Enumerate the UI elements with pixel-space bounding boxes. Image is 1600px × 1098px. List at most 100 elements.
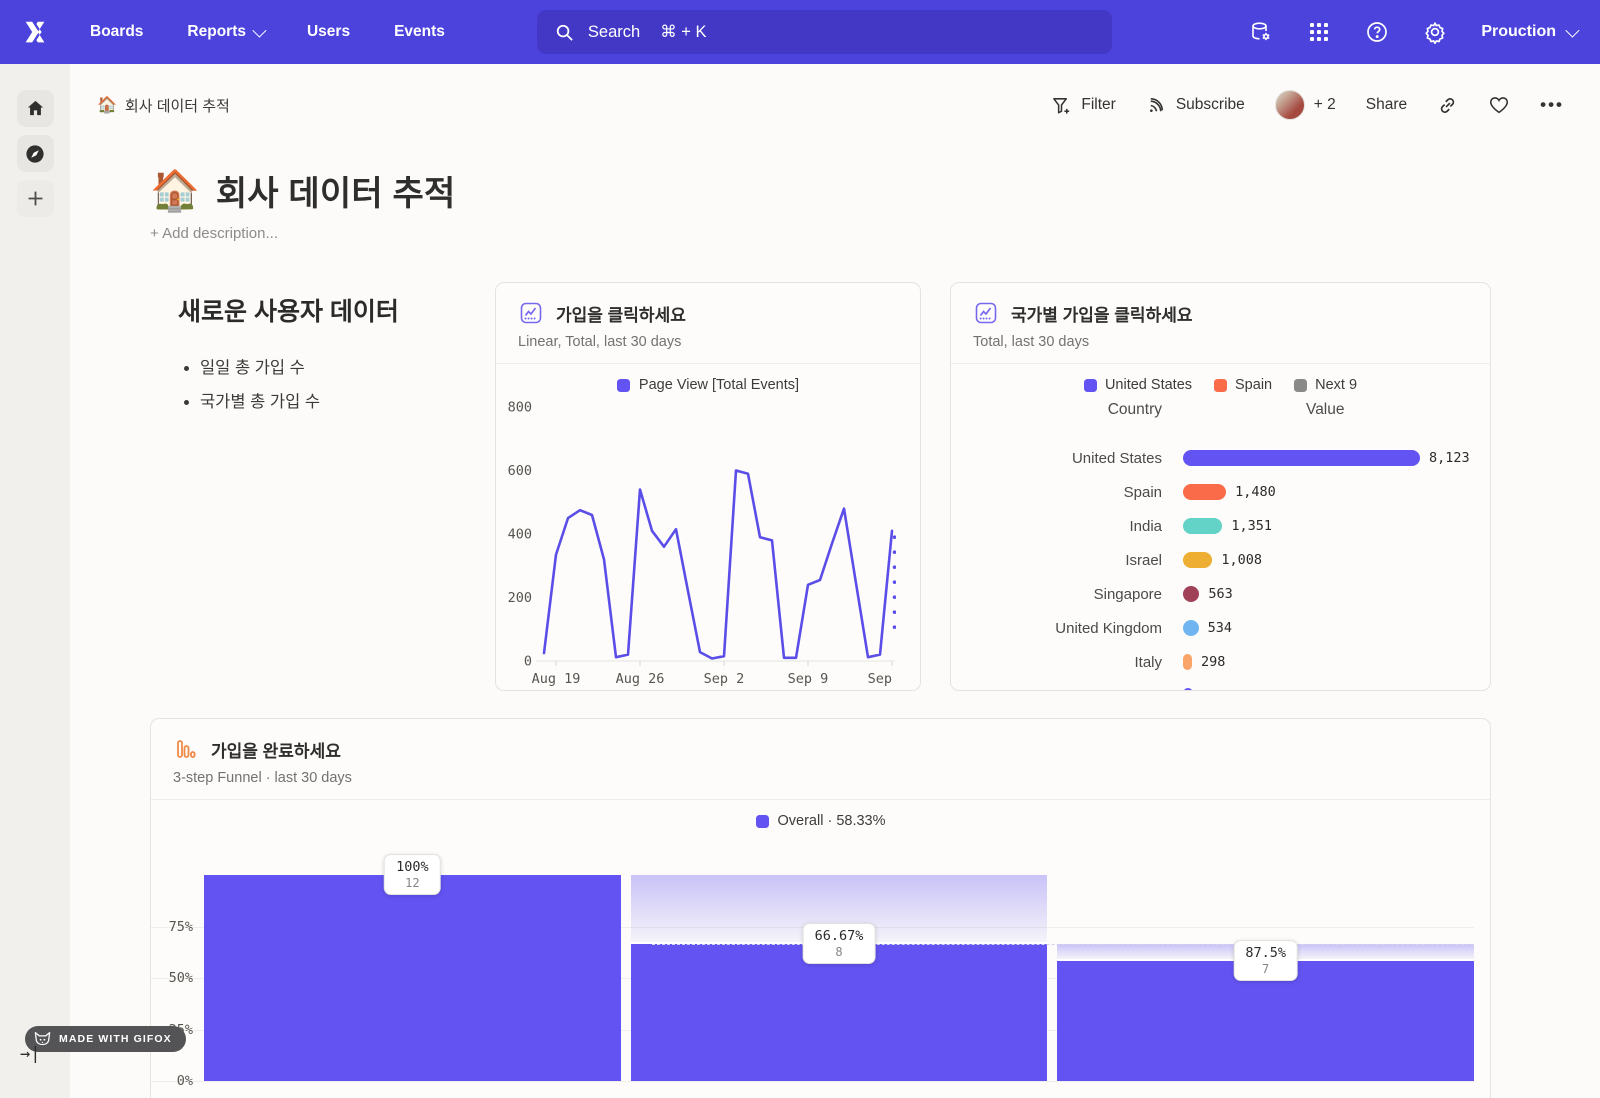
legend-swatch	[1294, 378, 1308, 392]
card-title: 가입을 클릭하세요	[556, 305, 686, 325]
conversion-rate: 66.67%	[814, 927, 864, 944]
mixpanel-logo-icon[interactable]	[18, 15, 52, 49]
left-rail	[0, 64, 70, 1098]
table-row[interactable]: United Kingdom 534	[951, 611, 1490, 645]
page-emoji: 🏠	[150, 169, 200, 213]
country-label: Israel	[1125, 551, 1162, 569]
help-icon[interactable]	[1365, 20, 1389, 44]
funnel-bar	[630, 943, 1048, 1081]
copy-link-button[interactable]	[1437, 95, 1458, 116]
step-count: 12	[405, 876, 420, 890]
table-row[interactable]: Spain 1,480	[951, 475, 1490, 509]
legend-item[interactable]: Next 9	[1294, 377, 1357, 393]
search-input[interactable]: Search ⌘ + K	[536, 10, 1112, 54]
country-bar	[1183, 688, 1193, 690]
explore-button[interactable]	[16, 135, 54, 172]
card-title: 국가별 가입을 클릭하세요	[1011, 305, 1193, 325]
filter-button[interactable]: Filter	[1051, 95, 1116, 116]
country-bar	[1183, 518, 1223, 534]
collaborators[interactable]: + 2	[1274, 90, 1336, 120]
country-label: Singapore	[1093, 585, 1162, 603]
card-title: 가입을 완료하세요	[211, 741, 341, 761]
more-options-button[interactable]: •••	[1540, 95, 1564, 114]
data-management-icon[interactable]	[1249, 20, 1273, 44]
y-axis-label: 0%	[176, 1073, 193, 1089]
add-board-button[interactable]	[16, 180, 54, 217]
funnel-bars: 100% 12 66.67% 8 87.5% 7	[204, 854, 1475, 1081]
text-card-list: 일일 총 가입 수 국가별 총 가입 수	[178, 354, 480, 412]
country-bar	[1183, 620, 1199, 636]
legend-swatch	[1214, 378, 1228, 392]
collapse-sidebar-icon[interactable]: →|	[20, 1044, 41, 1064]
country-value: 8,123	[1429, 450, 1470, 466]
legend-label: Next 9	[1315, 377, 1358, 393]
country-bar-card[interactable]: 국가별 가입을 클릭하세요 Total, last 30 days United…	[950, 282, 1491, 691]
nav-reports[interactable]: Reports	[187, 23, 267, 41]
funnel-bar	[204, 875, 621, 1081]
table-row[interactable]: Italy 298	[951, 645, 1490, 679]
list-item: 국가별 총 가입 수	[200, 388, 480, 412]
home-button[interactable]	[16, 90, 54, 127]
country-label: India	[1129, 517, 1162, 535]
table-row[interactable]: Israel 1,008	[951, 543, 1490, 577]
funnel-step-3[interactable]: 87.5% 7	[1057, 875, 1475, 1081]
funnel-step-badge: 100% 12	[384, 854, 441, 895]
line-chart-icon	[518, 300, 544, 326]
svg-text:200: 200	[508, 590, 532, 606]
funnel-step-badge: 87.5% 7	[1233, 939, 1298, 981]
board-bar: 🏠 회사 데이터 추적 Filter Subscribe + 2	[70, 64, 1600, 146]
country-value: 563	[1208, 586, 1233, 602]
country-bar	[1183, 654, 1192, 670]
conversion-rate: 100%	[396, 859, 429, 875]
page-title: 회사 데이터 추적	[215, 175, 456, 213]
table-row[interactable]: India 1,351	[951, 509, 1490, 543]
table-row[interactable]: Singapore 563	[951, 577, 1490, 611]
country-rows: United States 8,123 Spain 1,480 India 1,351 Is…	[951, 441, 1490, 690]
rss-icon	[1149, 97, 1163, 112]
avatar	[1274, 90, 1305, 120]
line-chart-card[interactable]: 가입을 클릭하세요 Linear, Total, last 30 days Pa…	[495, 282, 921, 691]
share-button[interactable]: Share	[1365, 96, 1408, 113]
board-emoji: 🏠	[97, 97, 117, 114]
funnel-step-2[interactable]: 66.67% 8	[630, 875, 1048, 1081]
legend-item[interactable]: United States	[1083, 377, 1192, 393]
gifox-badge: MADE WITH GIFOX	[25, 1026, 186, 1052]
chart-legend: United States Spain Next 9	[951, 377, 1490, 393]
funnel-step-1[interactable]: 100% 12	[204, 854, 621, 1081]
nav-users[interactable]: Users	[306, 23, 351, 40]
country-label: Italy	[1134, 653, 1162, 671]
breadcrumb-label: 회사 데이터 추적	[124, 97, 230, 115]
home-icon	[27, 100, 43, 116]
list-item: 일일 총 가입 수	[200, 354, 480, 378]
svg-text:Sep 2: Sep 2	[704, 671, 745, 687]
add-description-button[interactable]: + Add description...	[150, 225, 278, 242]
favorite-button[interactable]	[1488, 94, 1510, 116]
subscribe-button[interactable]: Subscribe	[1146, 95, 1245, 116]
funnel-card[interactable]: 가입을 완료하세요 3-step Funnel · last 30 days O…	[150, 718, 1491, 1098]
step-count: 8	[835, 944, 843, 959]
apps-grid-icon[interactable]	[1307, 20, 1331, 44]
settings-gear-icon[interactable]	[1423, 20, 1447, 44]
nav-boards[interactable]: Boards	[90, 23, 144, 40]
nav-events[interactable]: Events	[394, 23, 445, 40]
search-placeholder: Search	[587, 22, 641, 41]
chevron-down-icon	[1565, 23, 1580, 38]
y-axis-label: 75%	[168, 918, 193, 935]
project-selector[interactable]: Prouction	[1481, 23, 1580, 41]
legend-swatch	[1083, 378, 1097, 392]
chart-legend: Page View [Total Events]	[496, 377, 920, 393]
svg-text:Sep 16: Sep 16	[868, 671, 896, 687]
main-content: 🏠 회사 데이터 추적 Filter Subscribe + 2	[70, 64, 1600, 1098]
svg-text:Aug 19: Aug 19	[532, 671, 581, 687]
country-label: United Kingdom	[1055, 619, 1162, 637]
gridline	[151, 1081, 1474, 1082]
line-chart-plot[interactable]: Aug 19 Aug 26 Sep 2 Sep 9 Sep 16 0 200 400 600 80…	[496, 393, 896, 691]
legend-item[interactable]: Spain	[1214, 377, 1272, 393]
dashboard: 🏠 회사 데이터 추적 + Add description... 새로운 사용자…	[70, 166, 1600, 1098]
funnel-bars-icon	[173, 736, 199, 762]
breadcrumb[interactable]: 🏠 회사 데이터 추적	[97, 95, 230, 116]
conversion-rate: 87.5%	[1245, 944, 1286, 961]
gifox-label: MADE WITH GIFOX	[59, 1033, 172, 1045]
table-row[interactable]: United States 8,123	[951, 441, 1490, 475]
